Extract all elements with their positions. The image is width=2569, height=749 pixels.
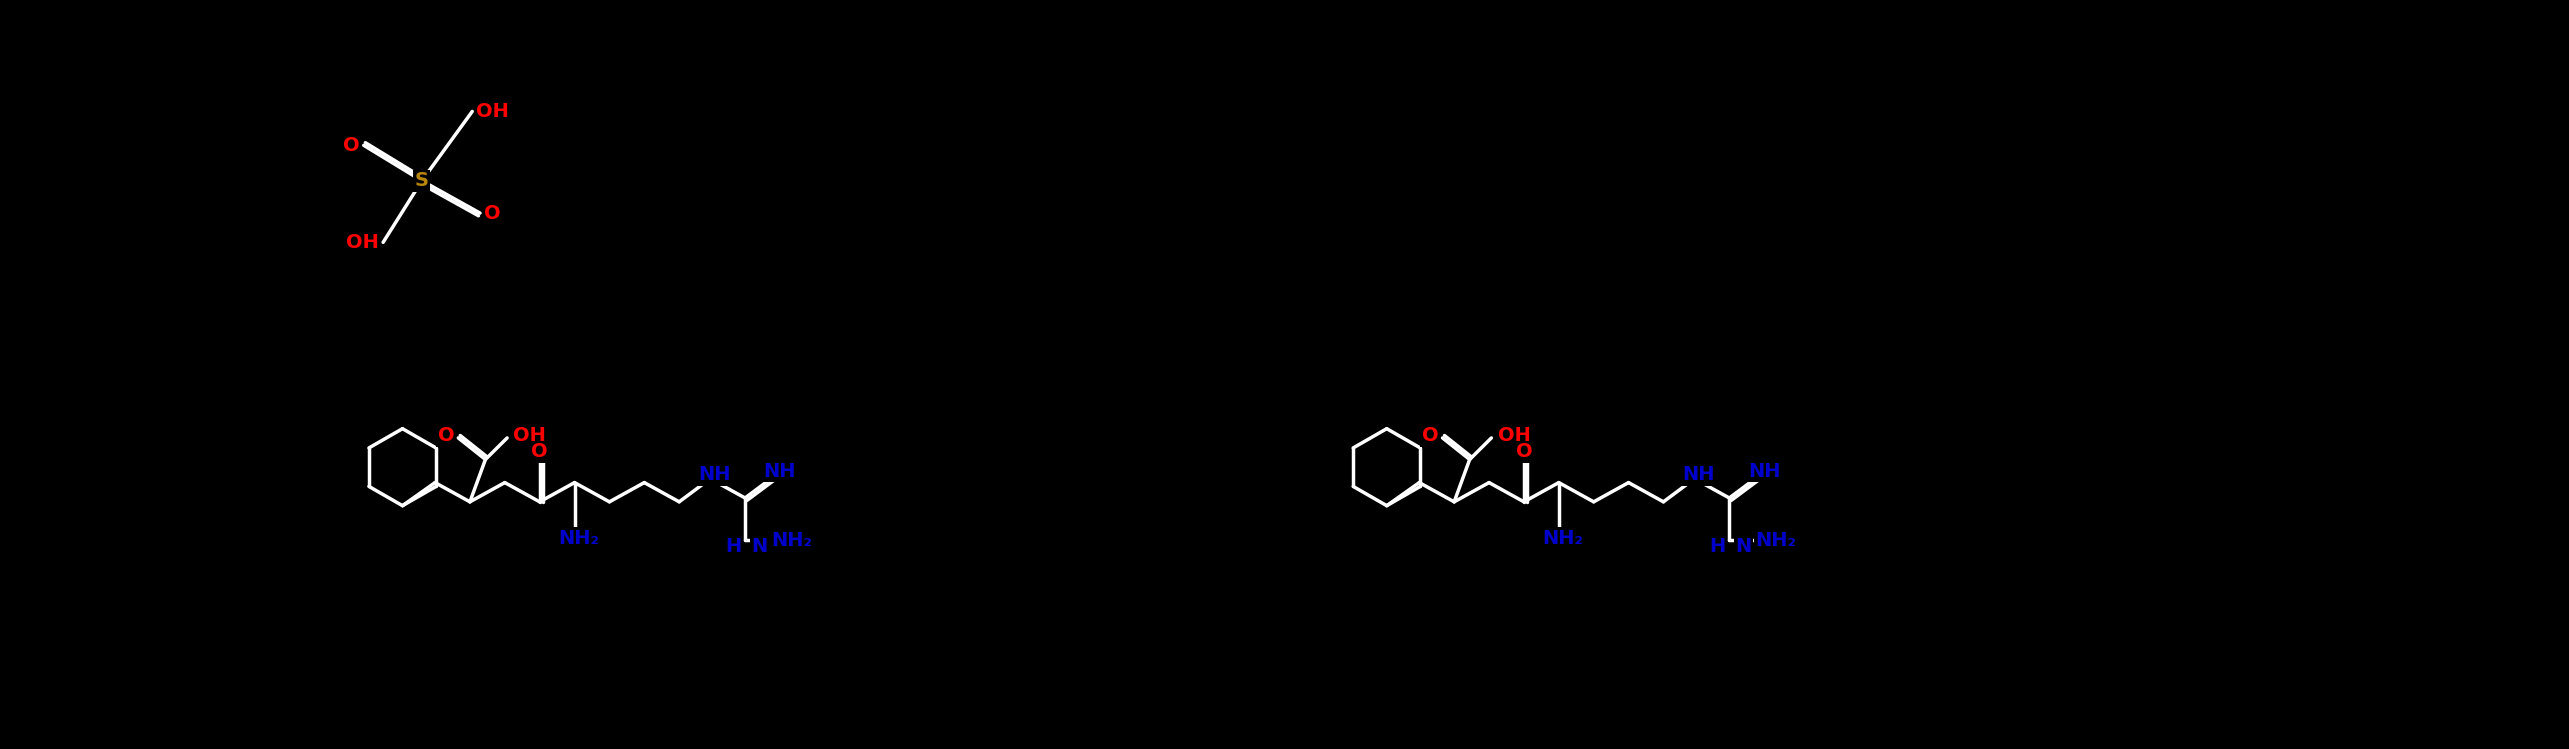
Text: NH₂: NH₂: [1541, 529, 1583, 548]
Text: S: S: [414, 172, 429, 190]
Text: O: O: [1516, 442, 1531, 461]
Text: O: O: [1423, 426, 1439, 445]
Text: NH: NH: [763, 461, 796, 481]
Text: NH: NH: [1747, 461, 1780, 481]
Text: NH₂: NH₂: [557, 529, 599, 548]
Text: NH: NH: [699, 465, 730, 485]
Text: NH₂: NH₂: [771, 531, 812, 550]
Text: N: N: [750, 537, 768, 556]
Text: H: H: [724, 537, 742, 556]
Text: OH: OH: [475, 102, 509, 121]
Text: OH: OH: [514, 426, 547, 445]
Text: O: O: [483, 204, 501, 222]
Text: O: O: [344, 136, 360, 155]
Text: O: O: [437, 426, 455, 445]
Text: N: N: [1737, 537, 1752, 556]
Text: NH: NH: [1683, 465, 1714, 485]
Text: OH: OH: [347, 233, 380, 252]
Text: OH: OH: [1498, 426, 1531, 445]
Text: H: H: [1708, 537, 1726, 556]
Text: O: O: [532, 442, 547, 461]
Text: NH₂: NH₂: [1755, 531, 1796, 550]
